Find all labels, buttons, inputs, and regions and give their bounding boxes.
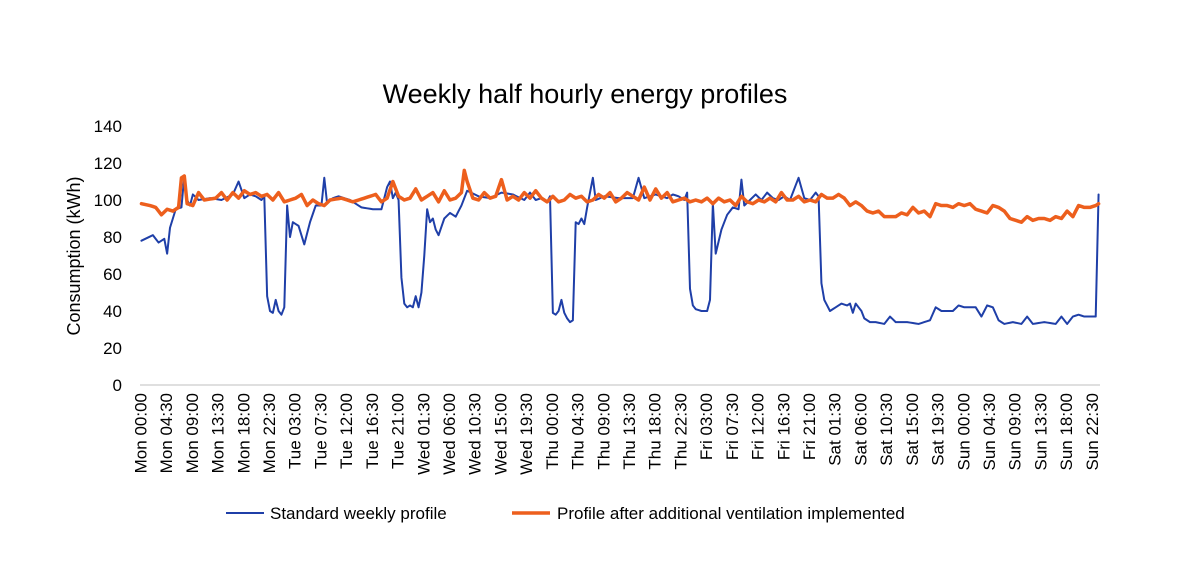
- x-tick-label: Mon 22:30: [260, 393, 279, 473]
- x-tick-label: Tue 03:00: [286, 393, 305, 469]
- y-tick-label: 140: [94, 117, 122, 136]
- x-tick-label: Sat 19:30: [929, 393, 948, 466]
- x-tick-label: Sat 10:30: [877, 393, 896, 466]
- y-tick-label: 60: [103, 265, 122, 284]
- y-axis-ticks: 0 20 40 60 80 100 120 140: [94, 117, 122, 395]
- x-tick-label: Sat 06:00: [851, 393, 870, 466]
- x-tick-label: Sat 01:30: [826, 393, 845, 466]
- x-tick-label: Tue 16:30: [363, 393, 382, 469]
- chart-title: Weekly half hourly energy profiles: [383, 79, 788, 109]
- x-tick-label: Mon 04:30: [157, 393, 176, 473]
- x-tick-label: Mon 00:00: [131, 393, 150, 473]
- x-axis-ticks: Mon 00:00 Mon 04:30 Mon 09:00 Mon 13:30 Mon …: [131, 393, 1101, 475]
- y-tick-label: 40: [103, 302, 122, 321]
- y-tick-label: 0: [113, 376, 122, 395]
- y-tick-label: 120: [94, 154, 122, 173]
- series-group: [139, 168, 1101, 325]
- x-tick-label: Thu 13:30: [620, 393, 639, 470]
- y-tick-label: 20: [103, 339, 122, 358]
- x-tick-label: Fri 16:30: [774, 393, 793, 460]
- x-tick-label: Mon 18:00: [234, 393, 253, 473]
- x-tick-label: Wed 10:30: [466, 393, 485, 475]
- y-tick-label: 100: [94, 191, 122, 210]
- x-tick-label: Thu 18:00: [646, 393, 665, 470]
- x-tick-label: Sun 09:00: [1006, 393, 1025, 471]
- x-tick-label: Tue 07:30: [311, 393, 330, 469]
- x-tick-label: Tue 21:00: [389, 393, 408, 469]
- x-tick-label: Fri 12:00: [749, 393, 768, 460]
- x-tick-label: Fri 03:00: [697, 393, 716, 460]
- x-tick-label: Thu 22:30: [671, 393, 690, 470]
- x-tick-label: Sun 22:30: [1083, 393, 1102, 471]
- x-tick-label: Thu 04:30: [569, 393, 588, 470]
- x-tick-label: Mon 09:00: [183, 393, 202, 473]
- series-line: [139, 168, 1101, 224]
- x-tick-label: Wed 06:00: [440, 393, 459, 475]
- x-tick-label: Fri 21:00: [800, 393, 819, 460]
- x-tick-label: Sat 15:00: [903, 393, 922, 466]
- x-tick-label: Sun 04:30: [980, 393, 999, 471]
- x-tick-label: Fri 07:30: [723, 393, 742, 460]
- y-axis-label: Consumption (kWh): [64, 176, 84, 335]
- x-tick-label: Wed 15:00: [491, 393, 510, 475]
- legend: Standard weekly profile Profile after add…: [226, 504, 905, 523]
- x-tick-label: Wed 19:30: [517, 393, 536, 475]
- x-tick-label: Mon 13:30: [209, 393, 228, 473]
- y-tick-label: 80: [103, 228, 122, 247]
- x-tick-label: Tue 12:00: [337, 393, 356, 469]
- x-tick-label: Thu 09:00: [594, 393, 613, 470]
- x-tick-label: Sun 18:00: [1057, 393, 1076, 471]
- x-tick-label: Sun 00:00: [954, 393, 973, 471]
- x-tick-label: Wed 01:30: [414, 393, 433, 475]
- legend-label: Standard weekly profile: [270, 504, 447, 523]
- legend-label: Profile after additional ventilation imp…: [557, 504, 905, 523]
- x-tick-label: Sun 13:30: [1031, 393, 1050, 471]
- x-tick-label: Thu 00:00: [543, 393, 562, 470]
